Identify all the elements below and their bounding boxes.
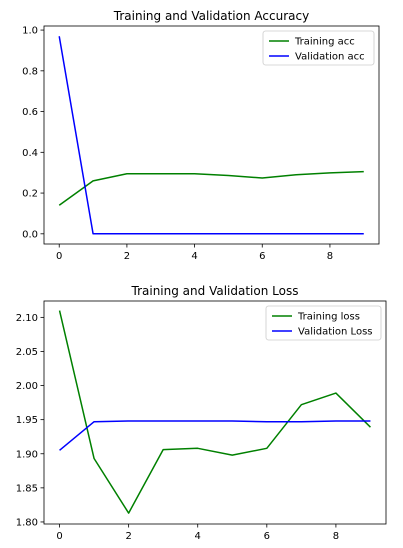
y-tick-label: 0.6 (22, 107, 38, 118)
x-tick-label: 4 (191, 251, 197, 262)
chart-loss: Training and Validation Loss 0 2 4 6 8 1.80 1.8… (16, 284, 387, 542)
x-tick-label: 0 (56, 251, 62, 262)
y-tick-label: 1.80 (16, 517, 38, 528)
x-tick-label: 0 (56, 531, 62, 542)
x-tick-label: 6 (264, 531, 270, 542)
series-line-training-loss (58, 310, 371, 514)
x-tick-label: 6 (259, 251, 265, 262)
y-tick-label: 2.10 (16, 313, 38, 324)
series-line-validation-acc (58, 36, 364, 235)
y-tick-label: 0.2 (22, 189, 38, 200)
x-tick-label: 4 (195, 531, 201, 542)
chart-accuracy: Training and Validation Accuracy 0 2 4 6 8 0.0… (22, 9, 380, 262)
y-tick-label: 0.8 (22, 66, 38, 77)
x-tick-label: 2 (125, 531, 131, 542)
legend-box (262, 30, 375, 66)
x-tick-label: 8 (333, 531, 339, 542)
legend-box (265, 305, 382, 341)
y-tick-label: 2.05 (16, 347, 38, 358)
legend-entry: Training loss (297, 312, 360, 323)
y-tick-label: 0.4 (22, 148, 38, 159)
chart-title: Training and Validation Loss (131, 284, 299, 298)
y-tick-label: 0.0 (22, 229, 38, 240)
y-tick-label: 1.85 (16, 483, 38, 494)
legend-entry: Validation acc (295, 52, 365, 63)
x-tick-label: 8 (327, 251, 333, 262)
series-line-training-acc (58, 170, 364, 206)
legend: Training acc Validation acc (262, 30, 375, 66)
legend: Training loss Validation Loss (265, 305, 382, 341)
y-tick-label: 1.0 (22, 26, 38, 37)
y-tick-label: 2.00 (16, 381, 38, 392)
y-tick-label: 1.95 (16, 415, 38, 426)
y-tick-label: 1.90 (16, 449, 38, 460)
axes-frame (43, 300, 387, 525)
x-tick-label: 2 (124, 251, 130, 262)
legend-entry: Training acc (294, 37, 355, 48)
legend-entry: Validation Loss (298, 327, 373, 338)
series-line-validation-loss (59, 420, 371, 451)
chart-title: Training and Validation Accuracy (113, 9, 309, 23)
axes-frame (43, 25, 380, 245)
